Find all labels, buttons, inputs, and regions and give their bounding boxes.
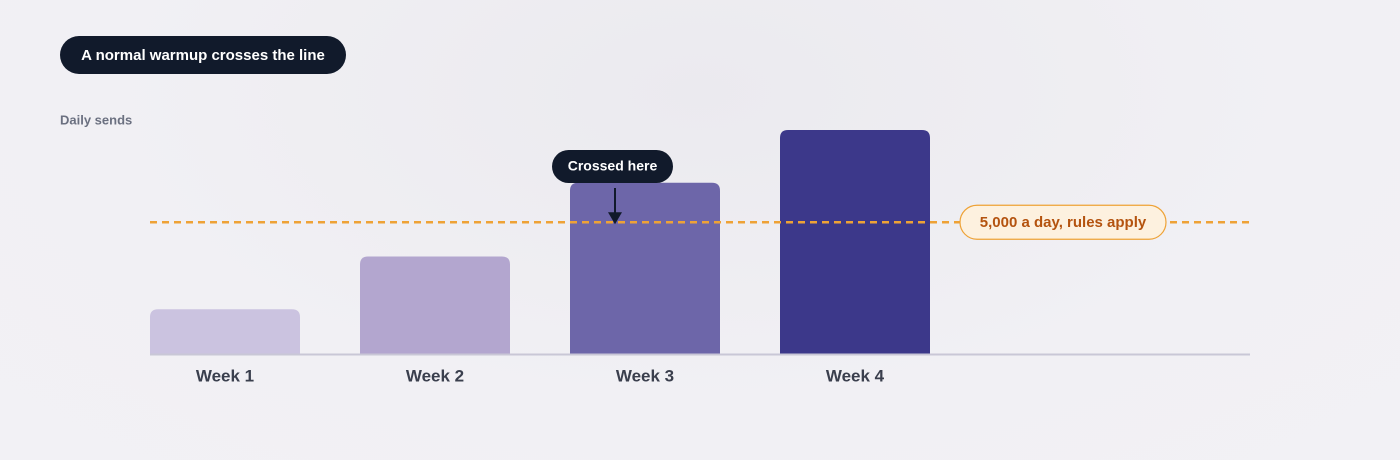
x-tick-label: Week 3 bbox=[616, 366, 674, 385]
bar bbox=[570, 182, 720, 354]
x-tick-label: Week 4 bbox=[826, 366, 885, 385]
bar bbox=[780, 130, 930, 354]
annotation-pill bbox=[552, 150, 673, 183]
chart-title: A normal warmup crosses the line bbox=[81, 47, 325, 64]
bar bbox=[360, 256, 510, 354]
x-tick-label: Week 1 bbox=[196, 366, 254, 385]
x-tick-label: Week 2 bbox=[406, 366, 464, 385]
threshold-pill bbox=[959, 204, 1167, 240]
title-pill bbox=[60, 36, 346, 74]
y-axis-label: Daily sends bbox=[60, 112, 132, 127]
annotation-label: Crossed here bbox=[568, 158, 658, 174]
threshold-label: 5,000 a day, rules apply bbox=[980, 214, 1147, 231]
bar bbox=[150, 309, 300, 354]
annotation-arrowhead bbox=[608, 212, 622, 225]
